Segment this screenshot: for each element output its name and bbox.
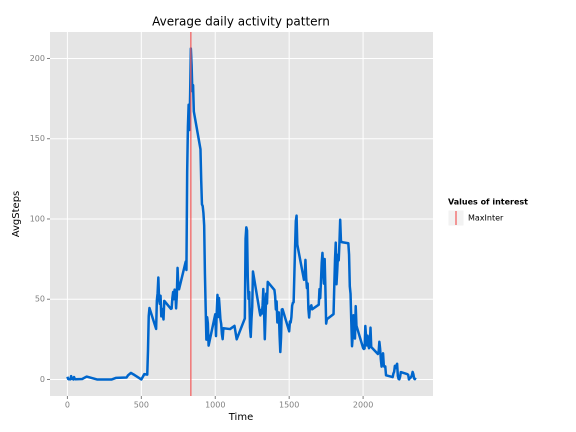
x-tick-label: 1000 — [205, 401, 225, 410]
chart-title: Average daily activity pattern — [152, 15, 330, 29]
legend-title: Values of interest — [448, 198, 528, 207]
panel — [50, 32, 433, 396]
y-tick-label: 200 — [30, 54, 45, 63]
x-tick-label: 0 — [65, 401, 70, 410]
y-tick-label: 50 — [35, 295, 45, 304]
y-tick-label: 150 — [30, 134, 45, 143]
y-axis-label: AvgSteps — [11, 191, 22, 238]
x-axis-label: Time — [228, 412, 253, 423]
x-tick-label: 500 — [134, 401, 149, 410]
x-tick-label: 1500 — [279, 401, 299, 410]
y-tick-label: 100 — [30, 214, 45, 223]
legend-label: MaxInter — [468, 214, 504, 223]
data-line — [66, 47, 417, 381]
x-tick-label: 2000 — [353, 401, 373, 410]
y-tick-label: 0 — [40, 375, 45, 384]
